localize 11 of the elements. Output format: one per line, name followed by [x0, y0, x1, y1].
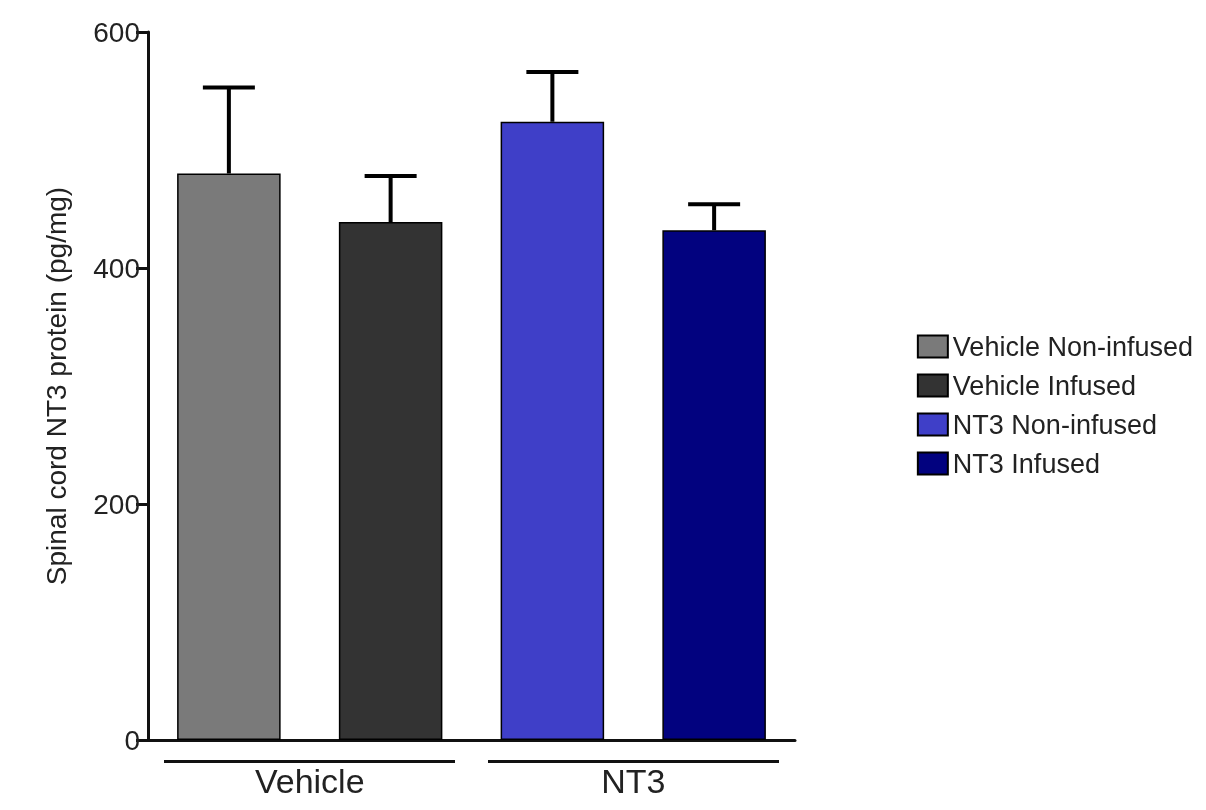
legend-label: Vehicle Non-infused [952, 331, 1193, 362]
y-tick-label: 400 [93, 252, 140, 284]
y-tick-label: 200 [93, 488, 140, 520]
legend-label: NT3 Non-infused [952, 409, 1157, 440]
legend-label: NT3 Infused [952, 448, 1100, 479]
y-tick-label: 0 [124, 724, 140, 756]
y-tick-label: 600 [93, 16, 140, 48]
x-tick-label: Vehicle [254, 762, 365, 800]
legend-label: Vehicle Infused [952, 370, 1136, 401]
y-axis-title: Spinal cord NT3 protein (pg/mg) [40, 186, 72, 586]
x-tick-label: NT3 [601, 762, 666, 800]
